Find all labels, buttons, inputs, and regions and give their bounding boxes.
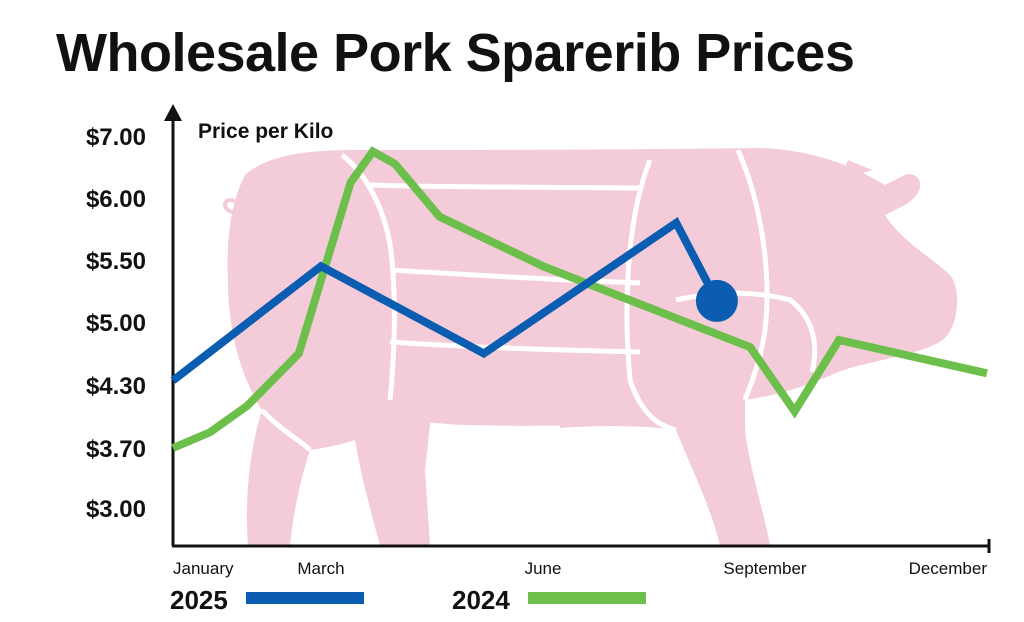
legend-label-2024: 2024	[452, 585, 510, 615]
y-tick-label: $6.00	[86, 186, 146, 213]
y-tick-label: $4.30	[86, 373, 146, 400]
x-tick-labels: January March June September December	[173, 559, 987, 578]
y-axis-arrow-icon	[164, 104, 182, 121]
y-tick-labels: $3.00 $3.70 $4.30 $5.00 $5.50 $6.00 $7.00	[86, 124, 146, 523]
y-axis-title: Price per Kilo	[198, 120, 333, 143]
x-tick-label: September	[723, 559, 806, 578]
axes	[164, 104, 991, 553]
series-line-2024	[171, 146, 988, 452]
x-tick-label: March	[297, 559, 344, 578]
x-tick-label: January	[173, 559, 234, 578]
pig-silhouette-icon	[223, 148, 958, 545]
x-tick-label: June	[525, 559, 562, 578]
series-end-point-2025	[695, 279, 738, 322]
y-tick-label: $5.00	[86, 310, 146, 337]
chart-title: Wholesale Pork Sparerib Prices	[56, 23, 855, 83]
x-tick-label: December	[909, 559, 988, 578]
series-layer	[170, 146, 988, 452]
series-line-2025	[170, 216, 721, 384]
y-tick-label: $3.00	[86, 496, 146, 523]
y-tick-label: $3.70	[86, 436, 146, 463]
y-tick-label: $5.50	[86, 248, 146, 275]
y-tick-label: $7.00	[86, 124, 146, 151]
legend: 2025 2024	[170, 585, 646, 615]
legend-label-2025: 2025	[170, 585, 228, 615]
